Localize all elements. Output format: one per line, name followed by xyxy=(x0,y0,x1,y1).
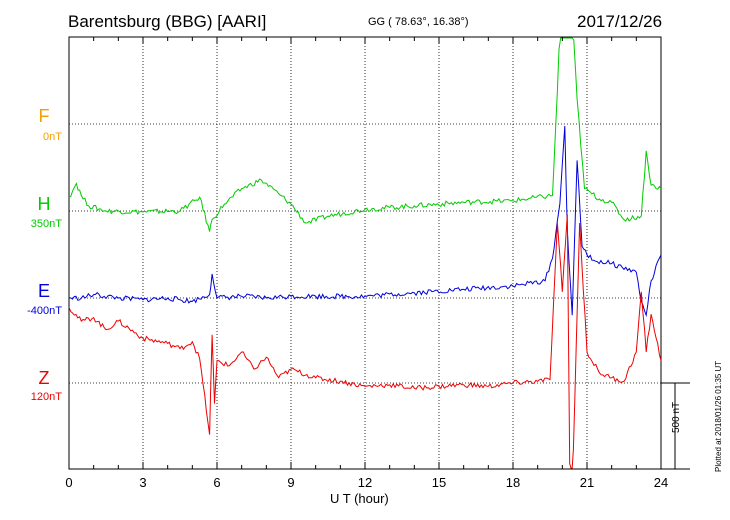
channel-f-baseline: 0nT xyxy=(43,131,62,143)
x-tick-label: 15 xyxy=(431,475,447,490)
channel-f-label: F xyxy=(38,106,50,126)
channel-h-label: H xyxy=(37,194,51,214)
trace-group xyxy=(68,37,662,469)
grid-lines xyxy=(69,37,661,469)
channel-e-label: E xyxy=(37,281,50,301)
trace-z xyxy=(68,214,662,469)
channel-z-label: Z xyxy=(38,368,50,388)
plot-date: 2017/12/26 xyxy=(577,12,663,31)
x-tick-label: 9 xyxy=(287,475,295,490)
x-tick-label: 21 xyxy=(579,475,595,490)
channel-e-baseline: -400nT xyxy=(27,305,62,317)
trace-e xyxy=(68,125,662,318)
x-tick-label: 0 xyxy=(65,475,73,490)
geo-coordinates: GG ( 78.63°, 16.38°) xyxy=(368,16,469,28)
x-tick-label: 24 xyxy=(653,475,669,490)
channel-h-baseline: 350nT xyxy=(30,218,62,230)
x-tick-label: 3 xyxy=(139,475,147,490)
scale-bar-label: 500 nT xyxy=(671,401,682,433)
x-tick-label: 18 xyxy=(505,475,521,490)
station-title: Barentsburg (BBG) [AARI] xyxy=(68,12,267,31)
x-tick-label: 6 xyxy=(213,475,221,490)
x-axis-label: U T (hour) xyxy=(330,491,389,506)
x-tick-marks xyxy=(68,37,662,469)
trace-h xyxy=(68,37,662,232)
scale-bar xyxy=(661,382,690,470)
plotted-timestamp: Plotted at 2018/01/26 01:35 UT xyxy=(714,360,723,472)
x-tick-label: 12 xyxy=(357,475,373,490)
channel-z-baseline: 120nT xyxy=(30,391,62,403)
